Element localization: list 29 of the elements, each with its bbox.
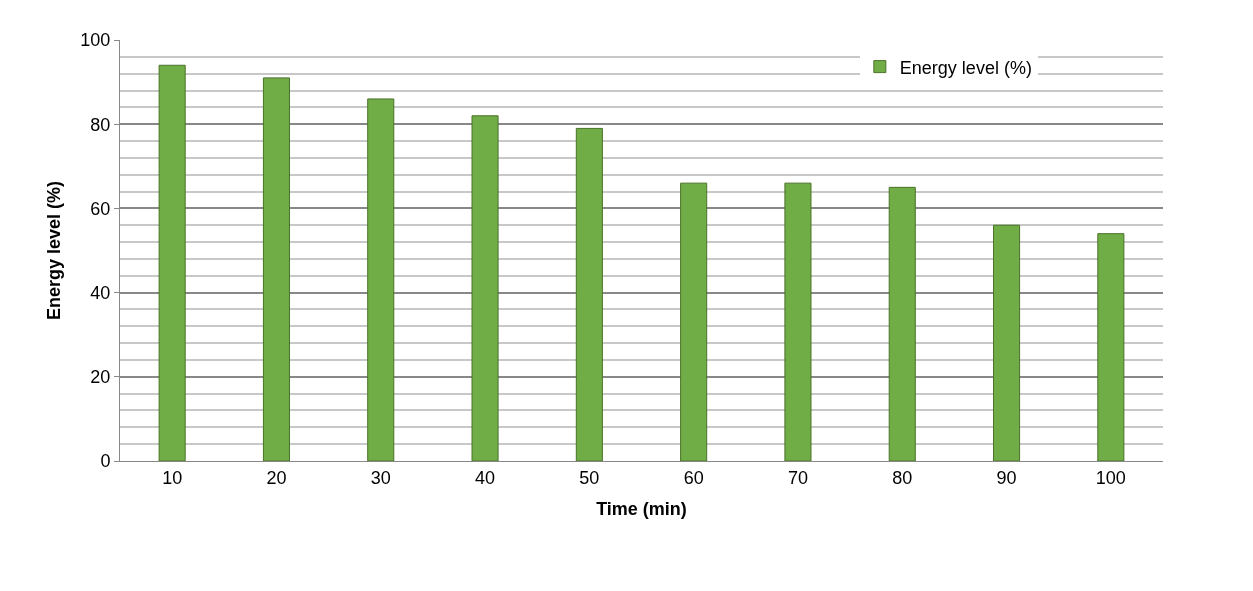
x-tick-label: 80 — [892, 467, 913, 488]
bar — [1097, 233, 1125, 461]
bar — [680, 182, 708, 461]
x-tick-label: 10 — [162, 467, 183, 488]
bar — [575, 127, 603, 461]
x-tick-label: 30 — [370, 467, 391, 488]
bar — [471, 115, 499, 461]
x-tick-label: 60 — [683, 467, 704, 488]
bar — [784, 182, 812, 461]
bar — [262, 77, 290, 461]
y-tick-label: 100 — [80, 30, 111, 51]
bar — [993, 224, 1021, 461]
x-tick-label: 70 — [787, 467, 808, 488]
x-axis-title: Time (min) — [596, 498, 687, 519]
y-tick-label: 0 — [100, 451, 111, 472]
legend-label: Energy level (%) — [899, 57, 1032, 78]
y-tick-label: 40 — [90, 282, 111, 303]
bar — [888, 186, 916, 461]
x-tick-label: 40 — [475, 467, 496, 488]
x-tick-label: 100 — [1095, 467, 1126, 488]
x-tick-label: 90 — [996, 467, 1017, 488]
bar — [367, 98, 395, 461]
x-tick-label: 50 — [579, 467, 600, 488]
x-tick-label: 20 — [266, 467, 287, 488]
y-tick-label: 20 — [90, 367, 111, 388]
bar — [158, 64, 186, 461]
y-axis-title: Energy level (%) — [43, 180, 64, 321]
y-tick-label: 80 — [90, 114, 111, 135]
y-tick-label: 60 — [90, 198, 111, 219]
